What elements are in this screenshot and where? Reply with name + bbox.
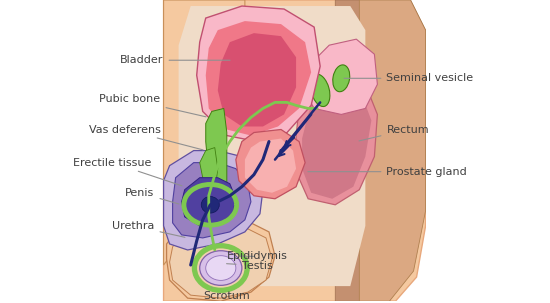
Polygon shape bbox=[245, 138, 296, 193]
Polygon shape bbox=[179, 6, 365, 286]
Text: Vas deferens: Vas deferens bbox=[89, 125, 203, 150]
Text: Bladder: Bladder bbox=[120, 55, 230, 65]
Text: Erectile tissue: Erectile tissue bbox=[73, 158, 182, 186]
Ellipse shape bbox=[201, 197, 219, 213]
Text: Prostate gland: Prostate gland bbox=[308, 167, 467, 177]
Text: Seminal vesicle: Seminal vesicle bbox=[344, 73, 474, 83]
Text: Pubic bone: Pubic bone bbox=[100, 95, 206, 117]
Ellipse shape bbox=[200, 251, 242, 285]
Ellipse shape bbox=[310, 74, 330, 107]
Text: Rectum: Rectum bbox=[359, 125, 429, 141]
Polygon shape bbox=[167, 220, 275, 301]
Polygon shape bbox=[206, 21, 311, 135]
Polygon shape bbox=[296, 78, 377, 205]
Polygon shape bbox=[197, 6, 320, 142]
Polygon shape bbox=[163, 0, 245, 265]
Text: Scrotum: Scrotum bbox=[204, 288, 250, 301]
Polygon shape bbox=[236, 129, 305, 199]
Polygon shape bbox=[218, 33, 296, 126]
Text: Urethra: Urethra bbox=[112, 221, 185, 237]
Polygon shape bbox=[206, 108, 227, 199]
Text: Testis: Testis bbox=[227, 261, 272, 271]
Ellipse shape bbox=[333, 65, 350, 92]
Ellipse shape bbox=[206, 256, 236, 280]
Polygon shape bbox=[359, 0, 426, 301]
Polygon shape bbox=[163, 0, 426, 301]
Polygon shape bbox=[169, 226, 272, 298]
Polygon shape bbox=[302, 39, 377, 115]
Polygon shape bbox=[200, 148, 218, 196]
Polygon shape bbox=[302, 90, 371, 199]
Polygon shape bbox=[163, 151, 263, 250]
Text: Penis: Penis bbox=[125, 188, 179, 204]
Text: Epididymis: Epididymis bbox=[227, 251, 287, 261]
Polygon shape bbox=[336, 0, 426, 301]
Polygon shape bbox=[173, 163, 251, 238]
Polygon shape bbox=[182, 178, 236, 226]
